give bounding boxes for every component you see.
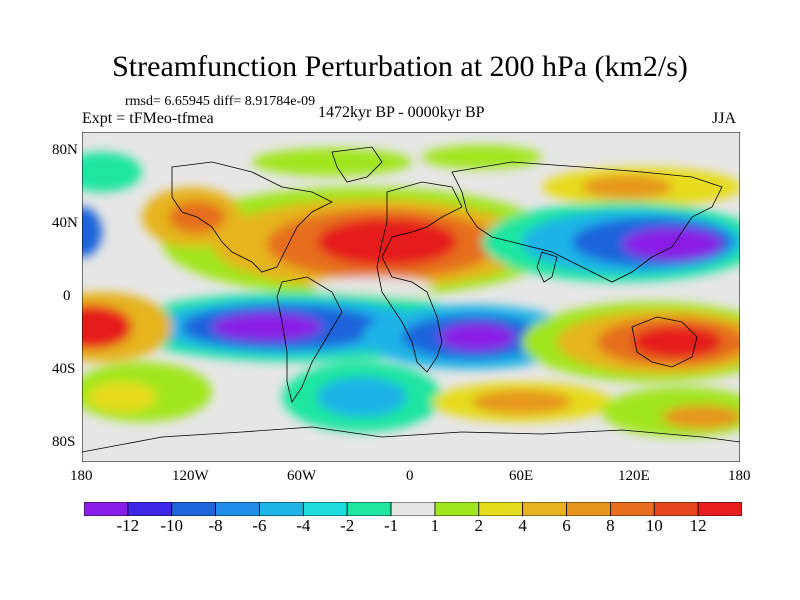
colorbar-box xyxy=(653,502,699,516)
colorbar-box xyxy=(346,502,392,516)
colorbar-label: 1 xyxy=(430,516,440,535)
colorbar-label: -6 xyxy=(252,516,267,535)
experiment-label: Expt = tFMeo-tfmea xyxy=(82,110,214,127)
colorbar-box xyxy=(478,502,524,516)
plot-title: Streamfunction Perturbation at 200 hPa (… xyxy=(112,50,688,83)
lon-label-180w: 180 xyxy=(70,468,93,484)
colorbar-label: -1 xyxy=(383,516,399,535)
coastline-layer xyxy=(82,146,740,453)
colorbar-label: 4 xyxy=(518,516,527,535)
lon-label-120e: 120E xyxy=(618,468,650,484)
season-label: JJA xyxy=(712,110,737,127)
lon-label-120w: 120W xyxy=(172,468,209,484)
colorbar-label: -4 xyxy=(296,516,311,535)
colorbar-label: -8 xyxy=(208,516,223,535)
lat-label-80n: 80N xyxy=(52,142,78,158)
colorbar-label: 8 xyxy=(606,516,615,535)
colorbar-label: 10 xyxy=(645,516,663,535)
colorbar-label: 12 xyxy=(689,516,707,535)
lon-label-60e: 60E xyxy=(509,468,534,484)
colorbar-box xyxy=(171,502,217,516)
colorbar xyxy=(84,502,742,516)
colorbar-box xyxy=(610,502,655,516)
colorbar-box xyxy=(390,502,436,516)
colorbar-label: -2 xyxy=(340,516,355,535)
rmsd-stats: rmsd= 6.65945 diff= 8.91784e-09 xyxy=(125,94,316,109)
colorbar-box xyxy=(522,502,567,516)
colorbar-box xyxy=(259,502,304,516)
period-label: 1472kyr BP - 0000kyr BP xyxy=(318,104,485,121)
lon-label-0: 0 xyxy=(406,468,414,484)
colorbar-label: -12 xyxy=(116,516,140,535)
contour-fill-layer xyxy=(82,132,740,462)
lat-label-40s: 40S xyxy=(52,361,76,377)
lon-label-180e: 180 xyxy=(728,468,751,484)
colorbar-label: -10 xyxy=(160,516,184,535)
lat-label-0: 0 xyxy=(63,288,71,304)
streamfunction-map xyxy=(82,132,740,462)
colorbar-box xyxy=(84,502,129,516)
colorbar-box xyxy=(434,502,480,516)
colorbar-label: 2 xyxy=(474,516,484,535)
colorbar-box xyxy=(566,502,611,516)
colorbar-box xyxy=(302,502,348,516)
colorbar-box xyxy=(215,502,260,516)
lon-label-60w: 60W xyxy=(287,468,317,484)
colorbar-box xyxy=(127,502,173,516)
colorbar-box xyxy=(697,502,742,516)
colorbar-label: 6 xyxy=(562,516,571,535)
lat-label-40n: 40N xyxy=(52,215,78,231)
lat-label-80s: 80S xyxy=(52,434,76,450)
